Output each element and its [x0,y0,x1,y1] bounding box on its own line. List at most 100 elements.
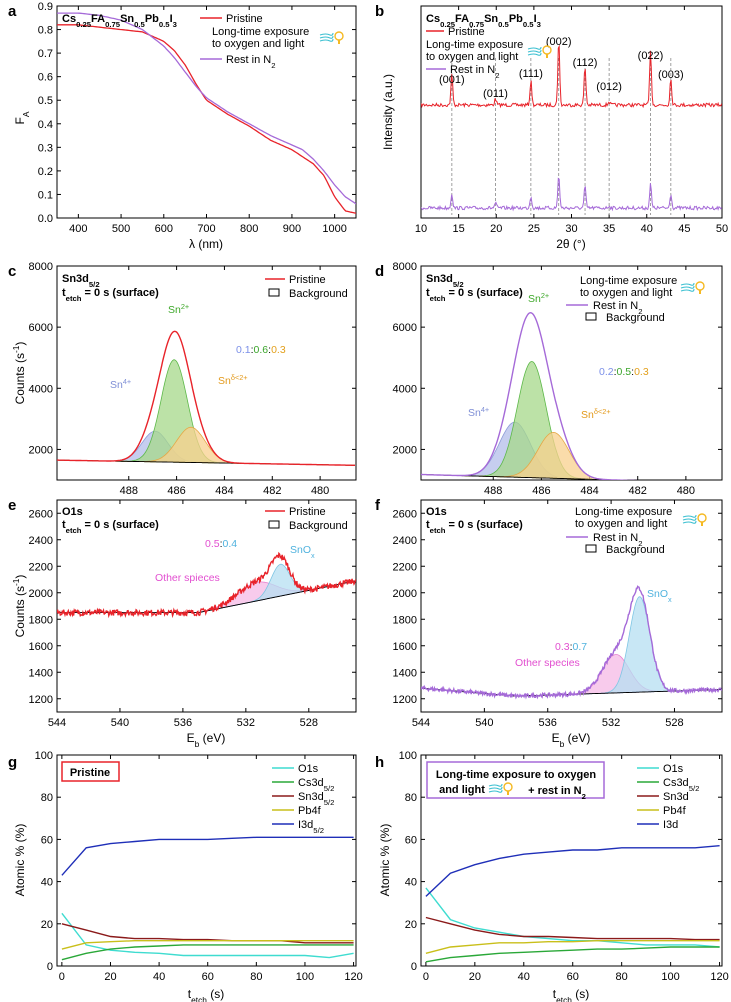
component-label: Snδ<2+ [218,373,248,388]
component-otherspieces [57,580,356,613]
y-axis-label: Counts (s-1) [11,342,27,405]
peak-label: (022) [638,50,664,62]
legend-label: Rest in N2 [593,300,643,316]
y-tick-label: 2600 [393,508,417,520]
x-tick-label: 20 [490,223,502,235]
y-axis-label: FA [13,111,31,124]
plot-frame [56,265,357,481]
x-tick-label: 800 [240,223,258,235]
component-label: Other species [515,657,580,669]
chart-title: + rest in N2 [528,785,586,801]
y-tick-label: 0.1 [38,189,53,201]
peak-label: (001) [439,74,465,86]
y-tick-label: 80 [405,792,417,804]
wind-icon [527,52,542,56]
oxygen-light-icons [527,45,552,58]
y-tick-label: 2600 [29,508,53,520]
panel-d: 488 486 484 482 480 2000 4000 6000 8000 Sn3d5/2te… [393,261,723,497]
oxygen-light-icons [319,31,344,44]
y-tick-label: 1600 [29,641,53,653]
x-axis-label: Eb (eV) [552,731,591,749]
oxygen-light-icons [680,281,705,294]
chart-title: Pristine [70,767,110,779]
component-label: Snδ<2+ [581,407,611,422]
series-pristine [57,24,356,214]
y-tick-label: 100 [399,750,417,762]
panel-g: 0 20 40 60 80 100 120 0 20 40 60 80 100 Pristine O1s Cs… [35,750,363,983]
chart-subtitle: tetch = 0 s (surface) [426,519,523,535]
x-tick-label: 900 [283,223,301,235]
component-sn2 [57,426,355,466]
x-tick-label: 480 [311,485,329,497]
plot-frame [420,499,723,713]
x-tick-label: 544 [48,717,66,729]
envelope-line [57,330,355,466]
y-tick-label: 1400 [29,667,53,679]
legend-label: Sn3d5/2 [298,791,334,807]
y-axis-label: Intensity (a.u.) [381,74,395,150]
series-group [421,311,641,480]
x-tick-label: 120 [344,971,362,983]
chart-title: Cs0.25FA0.75Sn0.5Pb0.5I3 [426,13,541,29]
y-tick-label: 0.6 [38,72,53,84]
envelope-line [421,311,641,480]
x-tick-label: 480 [677,485,695,497]
component-label: Other spieces [155,572,220,584]
component-label: SnOx [647,588,672,604]
x-tick-label: 40 [518,971,530,983]
component-label: Sn2+ [168,302,189,317]
y-tick-label: 2200 [393,561,417,573]
x-tick-label: 540 [111,717,129,729]
peak-label: (012) [596,81,622,93]
x-tick-label: 486 [167,485,185,497]
panel-label-g: g [8,754,17,771]
legend-label: O1s [663,763,684,775]
peak-label: (011) [483,88,508,100]
wind-icon [680,288,695,292]
y-axis-label: Atomic % (%) [13,824,27,897]
x-tick-label: 532 [237,717,255,729]
y-tick-label: 4000 [393,383,417,395]
legend-label: Pristine [289,274,326,286]
lightbulb-icon [697,513,707,523]
y-axis-label: Atomic % (%) [378,824,392,897]
x-tick-label: 540 [475,717,493,729]
wind-icon [527,46,542,50]
x-tick-label: 1000 [322,223,346,235]
plot-frame [420,754,723,967]
x-tick-label: 488 [484,485,502,497]
series-pb4f [425,940,720,954]
y-tick-label: 20 [405,919,417,931]
lightbulb-icon [334,31,344,41]
wind-icon [319,32,334,36]
legend-label: to oxygen and light [580,287,672,299]
chart-title: O1s [62,506,83,518]
panel-label-f: f [375,497,381,514]
y-tick-label: 0 [47,961,53,973]
legend-label: Sn3d [663,791,689,803]
lightbulb-icon [695,281,705,291]
legend-label: Long-time exposure [426,39,523,51]
x-tick-label: 600 [155,223,173,235]
y-tick-label: 6000 [29,322,53,334]
chart-title: Cs0.25FA0.75Sn0.5Pb0.5I3 [62,13,177,29]
background-line [57,580,356,614]
legend-swatch [585,312,597,321]
y-tick-label: 1800 [393,614,417,626]
legend-swatch [268,520,280,529]
component-label: SnOx [290,544,315,560]
legend-label: Background [289,520,348,532]
background-line [421,474,631,480]
panel-e: 544 540 536 532 528 1200 1400 1600 1800 2000 2200 2… [29,499,357,729]
wind-icon [682,514,697,518]
title-box [61,761,120,782]
wind-icon [319,38,334,42]
y-tick-label: 80 [41,792,53,804]
panel-label-a: a [8,3,17,20]
wind-icon [680,282,695,286]
plot-frame [56,499,357,713]
y-axis-label: Counts (s-1) [11,575,27,638]
plot-frame [420,265,723,481]
wind-icon [682,520,697,524]
